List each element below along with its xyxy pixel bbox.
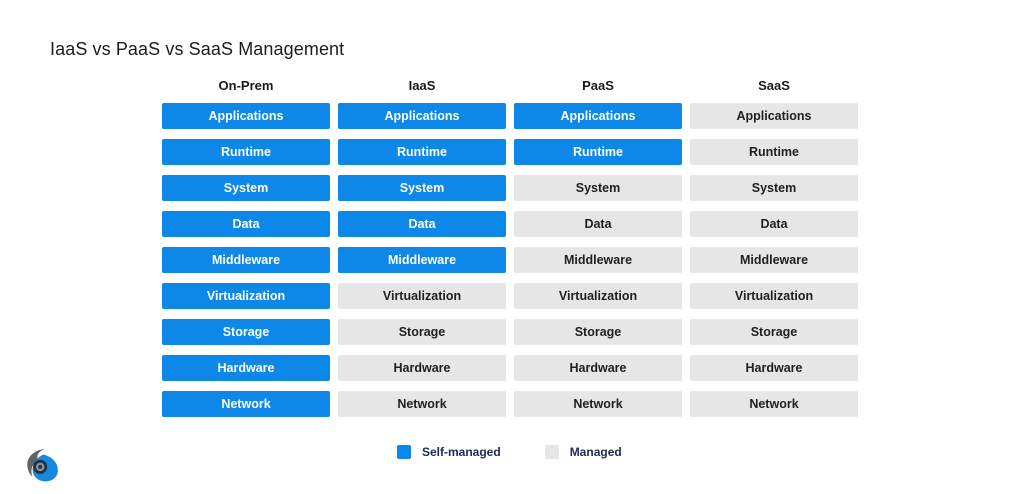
logo-center-dot — [38, 464, 43, 469]
cell-saas-hardware: Hardware — [690, 355, 858, 381]
logo-gray-swoosh — [27, 448, 46, 477]
brand-logo-icon — [27, 448, 58, 482]
management-grid: On-Prem IaaS PaaS SaaS Applications Applicati… — [162, 78, 858, 417]
cell-paas-data: Data — [514, 211, 682, 237]
cell-on-prem-applications: Applications — [162, 103, 330, 129]
cell-iaas-network: Network — [338, 391, 506, 417]
cell-on-prem-storage: Storage — [162, 319, 330, 345]
cell-on-prem-system: System — [162, 175, 330, 201]
cell-on-prem-data: Data — [162, 211, 330, 237]
legend-item-self-managed: Self-managed — [397, 445, 501, 459]
legend-label: Managed — [569, 445, 622, 459]
cell-saas-data: Data — [690, 211, 858, 237]
cell-iaas-middleware: Middleware — [338, 247, 506, 273]
column-header-paas: PaaS — [582, 78, 614, 93]
cell-paas-applications: Applications — [514, 103, 682, 129]
legend: Self-managed Managed — [397, 445, 622, 459]
cell-iaas-applications: Applications — [338, 103, 506, 129]
cell-saas-storage: Storage — [690, 319, 858, 345]
cell-on-prem-middleware: Middleware — [162, 247, 330, 273]
cell-on-prem-runtime: Runtime — [162, 139, 330, 165]
cell-saas-network: Network — [690, 391, 858, 417]
cell-saas-virtualization: Virtualization — [690, 283, 858, 309]
self-managed-swatch — [397, 445, 411, 459]
cell-paas-runtime: Runtime — [514, 139, 682, 165]
cell-paas-network: Network — [514, 391, 682, 417]
cell-on-prem-virtualization: Virtualization — [162, 283, 330, 309]
cell-paas-middleware: Middleware — [514, 247, 682, 273]
cell-on-prem-network: Network — [162, 391, 330, 417]
column-header-iaas: IaaS — [408, 78, 436, 93]
cell-iaas-data: Data — [338, 211, 506, 237]
cell-saas-system: System — [690, 175, 858, 201]
cell-paas-storage: Storage — [514, 319, 682, 345]
cell-iaas-system: System — [338, 175, 506, 201]
cell-paas-system: System — [514, 175, 682, 201]
legend-item-managed: Managed — [544, 445, 622, 459]
cell-paas-virtualization: Virtualization — [514, 283, 682, 309]
legend-label: Self-managed — [422, 445, 501, 459]
column-header-on-prem: On-Prem — [218, 78, 274, 93]
column-header-saas: SaaS — [758, 78, 790, 93]
cell-iaas-hardware: Hardware — [338, 355, 506, 381]
cell-iaas-virtualization: Virtualization — [338, 283, 506, 309]
managed-swatch — [544, 445, 559, 459]
cell-paas-hardware: Hardware — [514, 355, 682, 381]
cell-iaas-storage: Storage — [338, 319, 506, 345]
cell-on-prem-hardware: Hardware — [162, 355, 330, 381]
page-title: IaaS vs PaaS vs SaaS Management — [50, 39, 345, 59]
cell-saas-middleware: Middleware — [690, 247, 858, 273]
cell-saas-applications: Applications — [690, 103, 858, 129]
cell-saas-runtime: Runtime — [690, 139, 858, 165]
cell-iaas-runtime: Runtime — [338, 139, 506, 165]
